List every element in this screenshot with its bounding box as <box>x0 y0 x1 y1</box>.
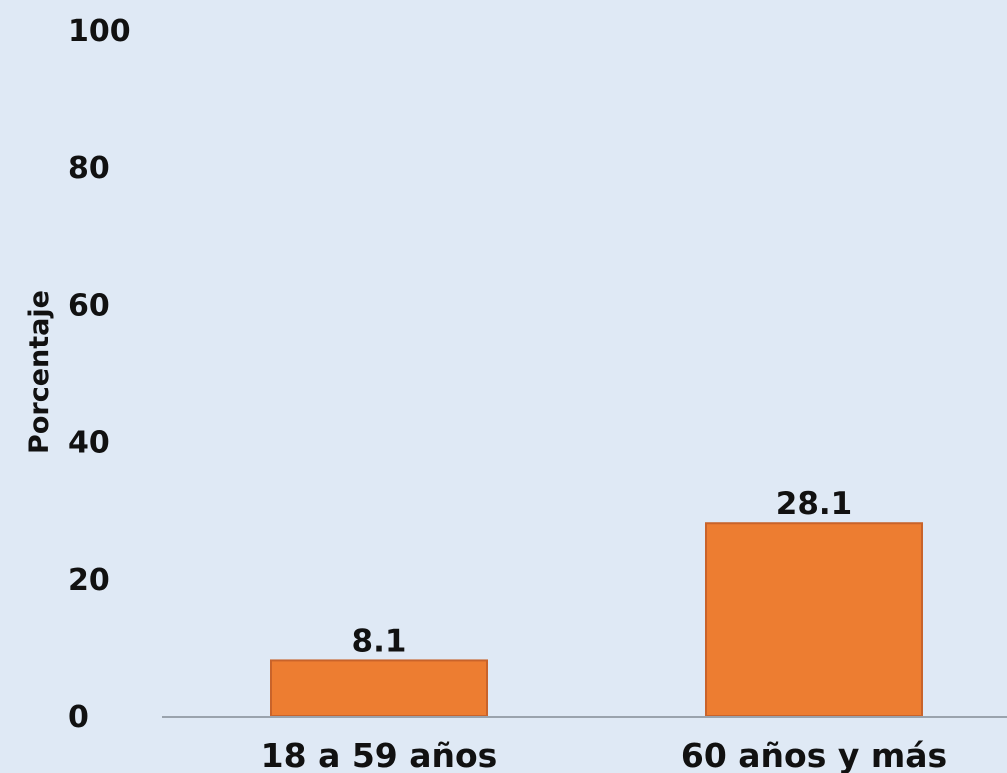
bar <box>705 522 923 718</box>
bar-value-label: 28.1 <box>776 486 853 522</box>
y-tick-label: 20 <box>68 563 110 598</box>
y-axis-label: Porcentaje <box>24 290 55 454</box>
y-tick-label: 60 <box>68 288 110 323</box>
x-category-label: 60 años y más <box>681 736 947 773</box>
y-tick-label: 40 <box>68 426 110 461</box>
bar-value-label: 8.1 <box>352 623 407 659</box>
bars-group: 8.1 28.1 <box>270 486 923 718</box>
bar <box>270 659 488 718</box>
x-axis-category-labels: 18 a 59 años 60 años y más <box>261 736 947 773</box>
y-tick-label: 100 <box>68 14 131 49</box>
x-category-label: 18 a 59 años <box>261 736 498 773</box>
y-tick-label: 0 <box>68 700 89 735</box>
y-axis-ticks: 0 20 40 60 80 100 <box>68 14 131 735</box>
y-tick-label: 80 <box>68 151 110 186</box>
